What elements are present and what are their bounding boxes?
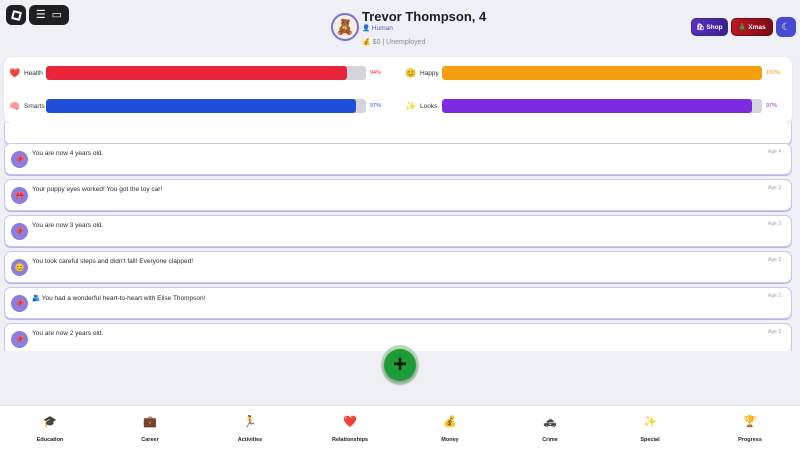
nav-label: Money [441,436,459,443]
player-race: 👤 Human [362,25,393,32]
stat-bar-track [46,99,366,113]
stat-bar-fill [46,99,357,113]
stat-bar-track [442,66,762,80]
brain-icon: 🧠 [9,100,21,111]
roblox-menu-button[interactable]: ☰ ▭ [29,5,69,25]
pin-icon: 📌 [11,295,28,312]
stat-label: Health [24,69,43,77]
feed-entry: 🎀 Your puppy eyes worked! You got the to… [4,179,792,211]
stat-looks: ✨ Looks 97% [405,99,777,113]
theme-toggle-button[interactable]: ☾ [776,17,796,37]
smile-icon: 😊 [405,67,417,78]
feed-entry-partial [4,123,792,145]
avatar-icon: 🧸 [335,19,355,36]
feed-entry-text: You took careful steps and didn't fall! … [32,258,194,265]
heart-icon: ❤️ [9,67,21,78]
plus-icon: + [392,351,407,378]
nav-label: Career [141,436,159,443]
pin-icon: 📌 [11,151,28,168]
nav-label: Special [640,436,660,443]
stat-value: 97% [766,103,778,109]
chat-icon: ▭ [51,8,63,21]
stat-bar-fill [46,66,347,80]
stat-label: Looks [420,102,438,110]
stat-value: 97% [370,103,382,109]
roblox-logo-button[interactable] [6,5,26,25]
stat-bar-track [46,66,366,80]
xmas-button[interactable]: 🎄 Xmas [731,18,773,36]
heart-icon: ❤️ [343,415,357,428]
stat-smarts: 🧠 Smarts 97% [9,99,381,113]
feed-entry: 📌 You are now 3 years old. Age 3 [4,215,792,247]
smile-icon: 😊 [11,259,28,276]
nav-special[interactable]: ✨ Special [600,406,700,450]
player-name: Trevor Thompson, 4 [362,9,487,24]
bow-icon: 🎀 [11,187,28,204]
nav-money[interactable]: 💰 Money [400,406,500,450]
trophy-icon: 🏆 [743,415,757,428]
nav-label: Education [36,436,64,443]
bottom-nav: 🎓 Education 💼 Career 🏃 Activities ❤️ Rel… [0,405,800,450]
graduation-cap-icon: 🎓 [43,415,57,428]
feed-entry-age: Age 2 [767,329,781,335]
player-header: 🧸 Trevor Thompson, 4 👤 Human 💰 $0 | Unem… [0,0,800,56]
nav-activities[interactable]: 🏃 Activities [200,406,300,450]
feed-entry-age: Age 2 [767,257,781,263]
feed-entry-age: Age 2 [767,293,781,299]
player-money-job: 💰 $0 | Unemployed [362,39,426,46]
feed-entry: 📌 You are now 4 years old. Age 4 [4,143,792,175]
person-icon: 👤 [362,25,371,32]
nav-relationships[interactable]: ❤️ Relationships [300,406,400,450]
police-car-icon: 🚓 [543,415,557,428]
hamburger-icon: ☰ [35,8,46,21]
runner-icon: 🏃 [243,415,257,428]
money-bag-icon: 💰 [443,415,457,428]
nav-label: Progress [738,436,762,443]
stat-value: 100% [766,70,781,76]
stat-bar-fill [442,99,753,113]
nav-crime[interactable]: 🚓 Crime [500,406,600,450]
feed-entry: 📌 🫂 You had a wonderful heart-to-heart w… [4,287,792,319]
briefcase-icon: 💼 [143,415,157,428]
stat-health: ❤️ Health 94% [9,66,381,80]
feed-entry: 😊 You took careful steps and didn't fall… [4,251,792,283]
nav-career[interactable]: 💼 Career [100,406,200,450]
pin-icon: 📌 [11,331,28,348]
stat-label: Happy [420,69,439,77]
nav-progress[interactable]: 🏆 Progress [700,406,800,450]
moon-icon: ☾ [781,21,791,33]
stat-happy: 😊 Happy 100% [405,66,780,80]
stats-panel: ❤️ Health 94% 😊 Happy 100% 🧠 Smarts 97% … [4,57,792,123]
feed-entry-text: Your puppy eyes worked! You got the toy … [32,186,163,193]
money-bag-icon: 💰 [362,39,371,46]
pin-icon: 📌 [11,223,28,240]
stat-value: 94% [370,70,382,76]
nav-label: Crime [542,436,558,443]
feed-entry-text: 🫂 You had a wonderful heart-to-heart wit… [32,295,206,302]
feed-entry-text: You are now 4 years old. [32,150,104,157]
player-avatar[interactable]: 🧸 [331,13,359,41]
xmas-tree-icon: 🎄 [738,24,747,31]
feed-entry-text: You are now 2 years old. [32,330,104,337]
nav-label: Relationships [331,436,369,443]
stat-bar-track [442,99,762,113]
sparkle-icon: ✨ [643,415,657,428]
shop-icon: 🛍 [696,24,705,31]
life-event-feed[interactable]: 📌 You are now 4 years old. Age 4 🎀 Your … [4,123,792,351]
feed-entry-age: Age 4 [767,149,781,155]
feed-entry-age: Age 3 [767,221,781,227]
feed-entry-text: You are now 3 years old. [32,222,104,229]
nav-education[interactable]: 🎓 Education [0,406,100,450]
shop-button[interactable]: 🛍 Shop [691,18,728,36]
nav-label: Activities [237,436,263,443]
age-up-button[interactable]: + [384,349,416,381]
stat-label: Smarts [24,102,45,110]
feed-entry-age: Age 3 [767,185,781,191]
stat-bar-fill [442,66,762,80]
sparkle-icon: ✨ [405,100,417,111]
